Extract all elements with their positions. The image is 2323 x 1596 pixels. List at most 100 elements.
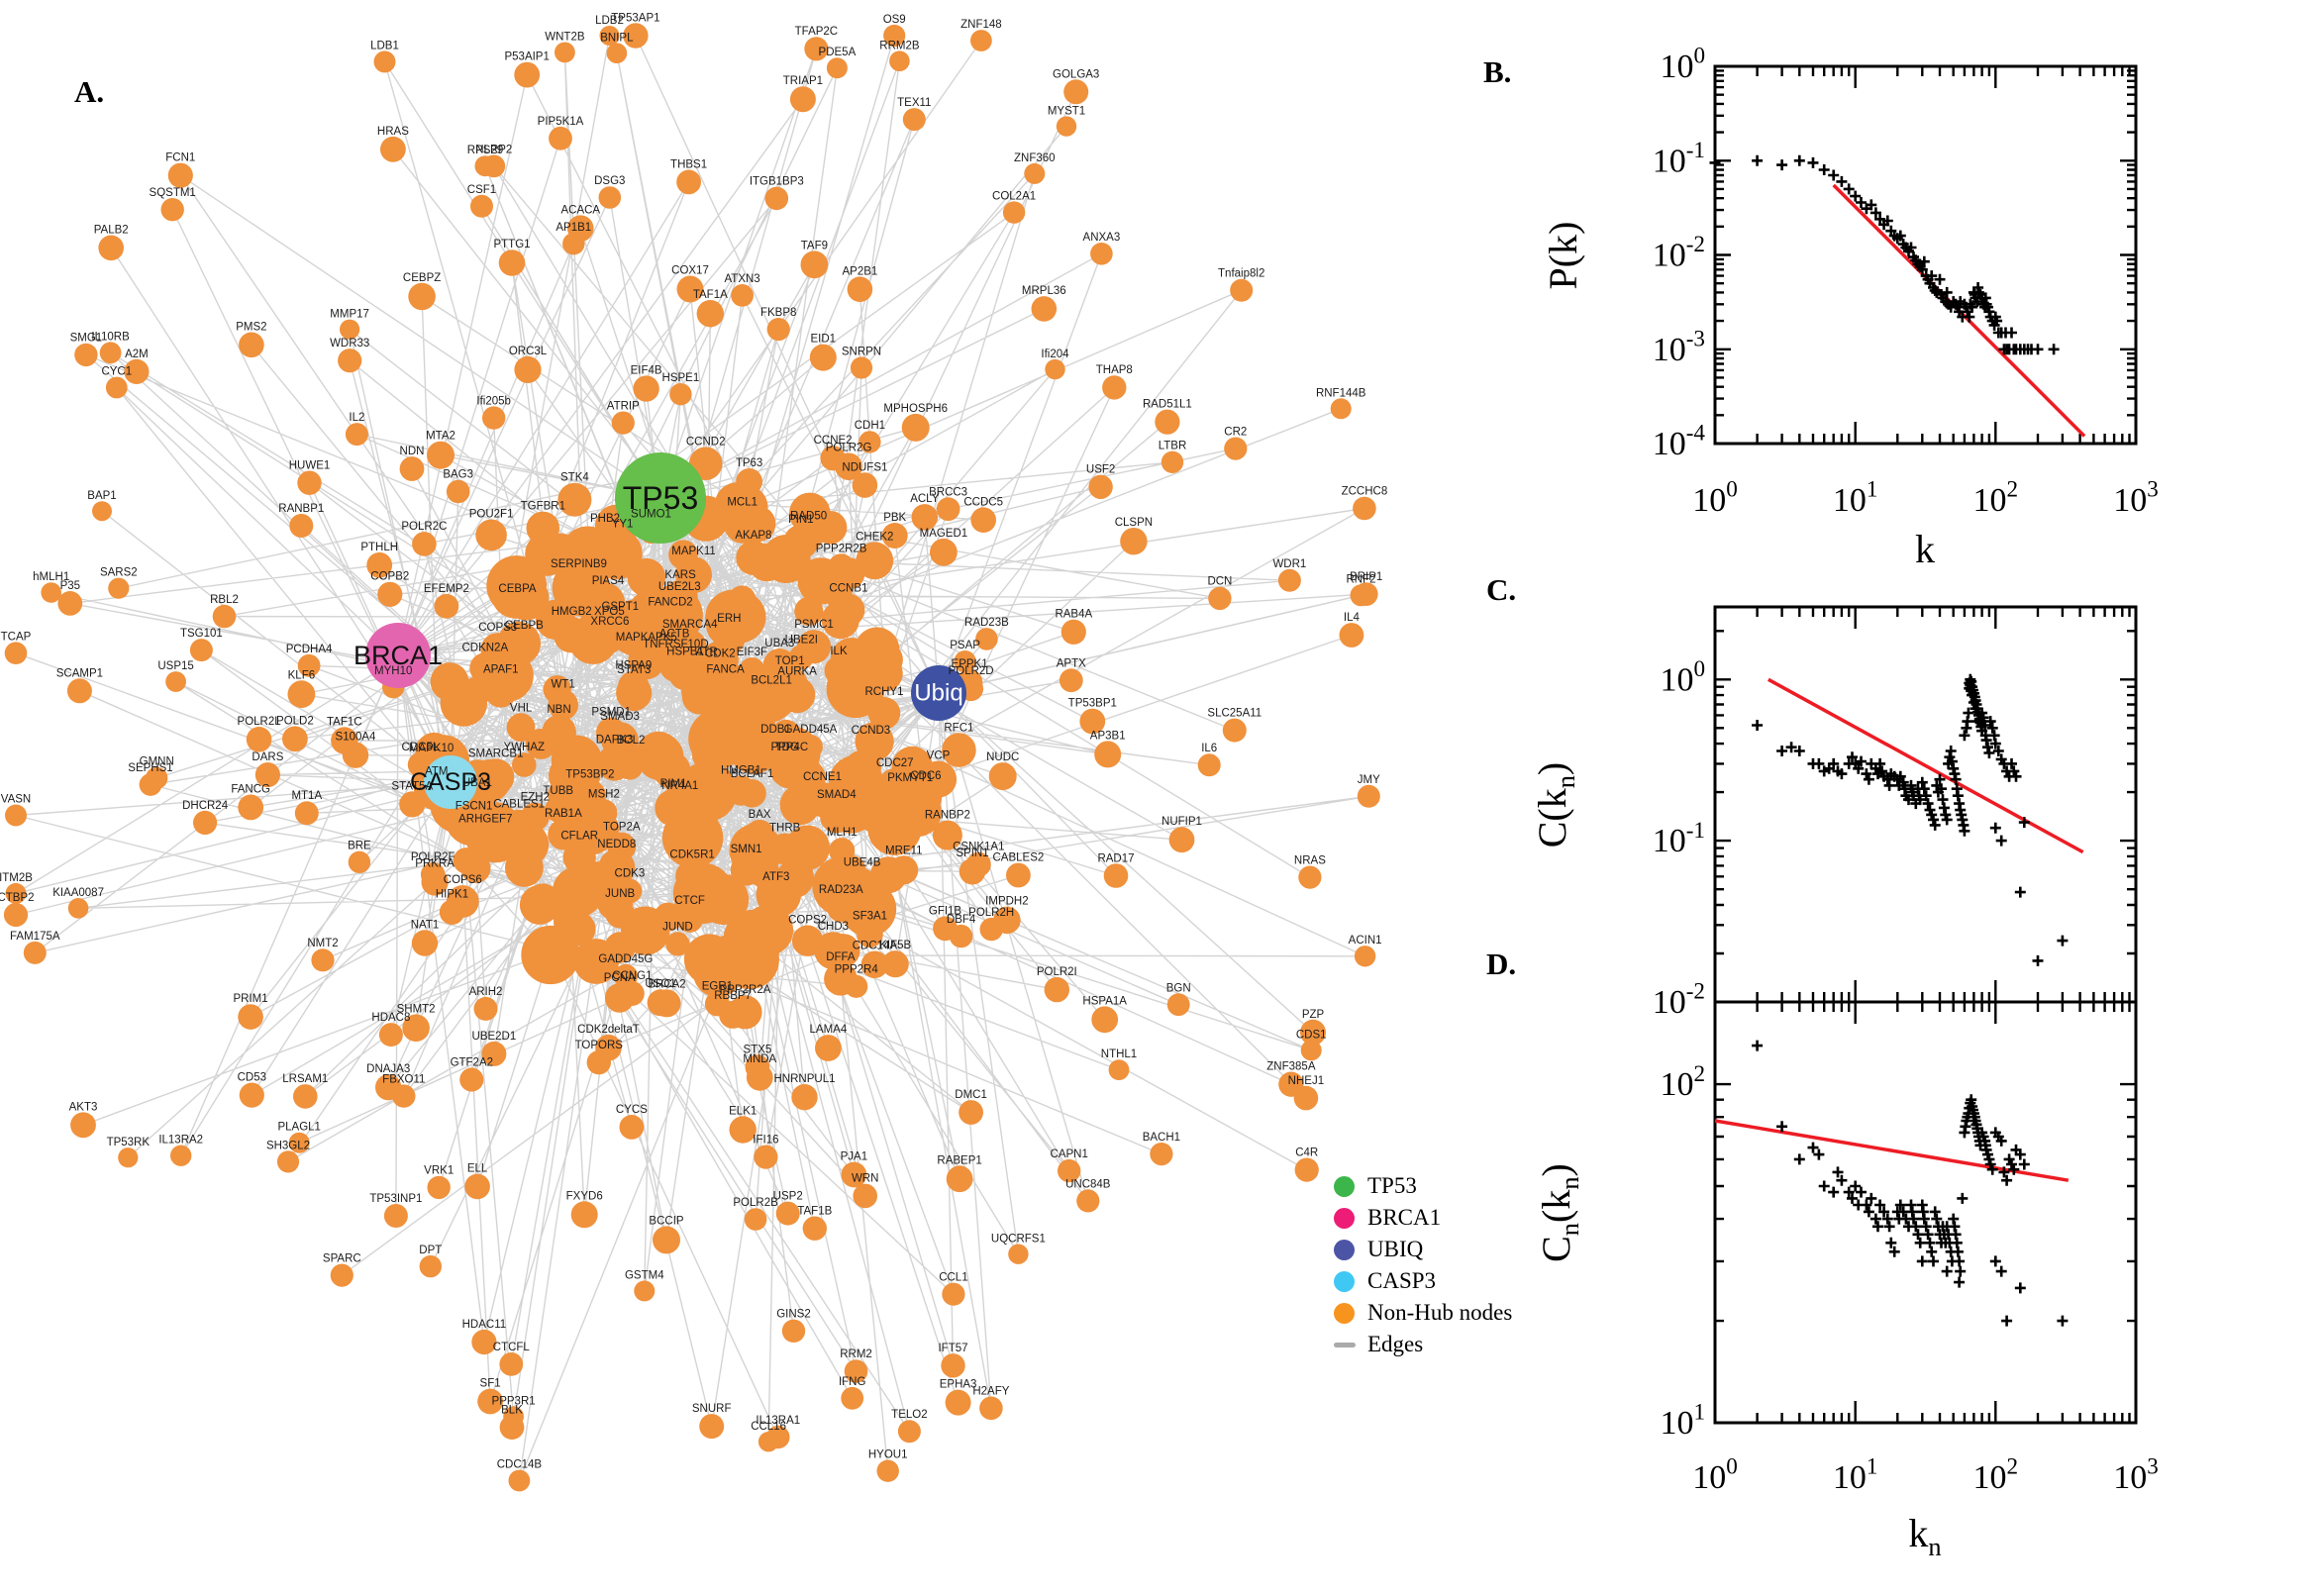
gene-node[interactable] [753, 685, 790, 723]
gene-node[interactable] [477, 758, 515, 796]
gene-node[interactable] [399, 791, 426, 818]
gene-node[interactable] [340, 319, 360, 340]
gene-node[interactable] [804, 37, 829, 61]
gene-node[interactable] [287, 680, 316, 709]
gene-node[interactable] [505, 809, 533, 837]
gene-node[interactable] [477, 1388, 503, 1415]
gene-node[interactable] [764, 186, 789, 211]
gene-node[interactable] [288, 1132, 310, 1153]
gene-node[interactable] [1208, 586, 1232, 611]
gene-node[interactable] [331, 727, 358, 754]
gene-node[interactable] [647, 989, 674, 1017]
gene-node[interactable] [1350, 584, 1372, 607]
gene-node[interactable] [858, 431, 881, 453]
gene-node[interactable] [482, 154, 506, 178]
gene-node[interactable] [676, 905, 704, 933]
gene-node[interactable] [459, 1067, 484, 1092]
gene-node[interactable] [499, 1415, 525, 1440]
gene-node[interactable] [366, 551, 393, 578]
gene-node[interactable] [889, 50, 910, 71]
gene-node[interactable] [841, 1161, 867, 1188]
gene-node[interactable] [378, 1023, 403, 1047]
gene-node[interactable] [1277, 568, 1301, 592]
gene-node[interactable] [212, 604, 237, 629]
gene-node[interactable] [469, 652, 501, 684]
gene-node[interactable] [4, 642, 28, 664]
gene-node[interactable] [402, 1014, 430, 1043]
gene-node[interactable] [373, 50, 396, 73]
gene-node[interactable] [959, 857, 986, 885]
gene-node[interactable] [858, 735, 883, 760]
gene-node[interactable] [949, 924, 973, 948]
gene-node[interactable] [383, 1204, 408, 1228]
gene-node[interactable] [419, 1254, 442, 1278]
gene-node[interactable] [897, 1420, 921, 1444]
gene-node[interactable] [596, 717, 627, 748]
gene-node[interactable] [555, 42, 575, 63]
gene-node[interactable] [293, 1084, 318, 1109]
gene-node[interactable] [901, 413, 930, 442]
gene-node[interactable] [736, 540, 771, 576]
gene-node[interactable] [606, 43, 628, 63]
gene-node[interactable] [1008, 1244, 1029, 1264]
gene-node[interactable] [165, 671, 187, 692]
gene-node[interactable] [124, 358, 150, 384]
gene-node[interactable] [1278, 1071, 1304, 1097]
gene-node[interactable] [542, 715, 576, 749]
gene-node[interactable] [471, 1329, 497, 1355]
gene-node[interactable] [954, 650, 976, 673]
gene-node[interactable] [919, 760, 958, 798]
gene-node[interactable] [739, 657, 765, 683]
gene-node[interactable] [607, 612, 633, 638]
gene-node[interactable] [728, 995, 762, 1030]
gene-node[interactable] [1298, 865, 1322, 889]
gene-node[interactable] [820, 800, 854, 834]
gene-node[interactable] [736, 468, 762, 495]
gene-node[interactable] [380, 136, 406, 162]
gene-node[interactable] [498, 249, 526, 276]
gene-node[interactable] [814, 932, 853, 970]
gene-node[interactable] [775, 1201, 800, 1226]
gene-node[interactable] [815, 1035, 842, 1061]
gene-node[interactable] [545, 796, 571, 823]
gene-node[interactable] [881, 950, 909, 978]
gene-node[interactable] [459, 811, 488, 840]
gene-node[interactable] [514, 355, 542, 383]
gene-node[interactable] [758, 882, 793, 917]
gene-node[interactable] [526, 883, 559, 917]
gene-node[interactable] [847, 276, 873, 303]
gene-node[interactable] [665, 932, 690, 956]
gene-node[interactable] [1102, 375, 1127, 400]
gene-node[interactable] [768, 833, 801, 865]
gene-node[interactable] [1045, 358, 1065, 380]
gene-node[interactable] [820, 446, 846, 471]
gene-node[interactable] [729, 1116, 757, 1144]
gene-node[interactable] [563, 568, 594, 600]
gene-node[interactable] [841, 1386, 864, 1410]
gene-node[interactable] [330, 1263, 354, 1287]
gene-node[interactable] [628, 643, 665, 680]
gene-node[interactable] [675, 556, 712, 594]
gene-node[interactable] [598, 186, 622, 209]
gene-node[interactable] [1300, 1019, 1326, 1046]
gene-node[interactable] [860, 950, 889, 979]
gene-node[interactable] [512, 752, 537, 777]
gene-node[interactable] [599, 26, 620, 46]
gene-node[interactable] [867, 642, 903, 678]
gene-node[interactable] [509, 630, 539, 659]
gene-node[interactable] [5, 804, 27, 827]
gene-node[interactable] [1330, 398, 1352, 420]
gene-node[interactable] [620, 981, 645, 1006]
gene-node[interactable] [146, 766, 168, 789]
gene-node[interactable] [809, 344, 837, 371]
gene-node[interactable] [993, 906, 1021, 935]
gene-node[interactable] [1056, 116, 1077, 137]
gene-node[interactable] [659, 649, 692, 682]
gene-node[interactable] [1155, 409, 1180, 435]
gene-node[interactable] [881, 523, 908, 549]
gene-node[interactable] [1357, 784, 1380, 808]
gene-node[interactable] [791, 1084, 818, 1111]
gene-node[interactable] [1024, 162, 1046, 184]
gene-node[interactable] [730, 853, 762, 886]
gene-node[interactable] [160, 198, 184, 222]
